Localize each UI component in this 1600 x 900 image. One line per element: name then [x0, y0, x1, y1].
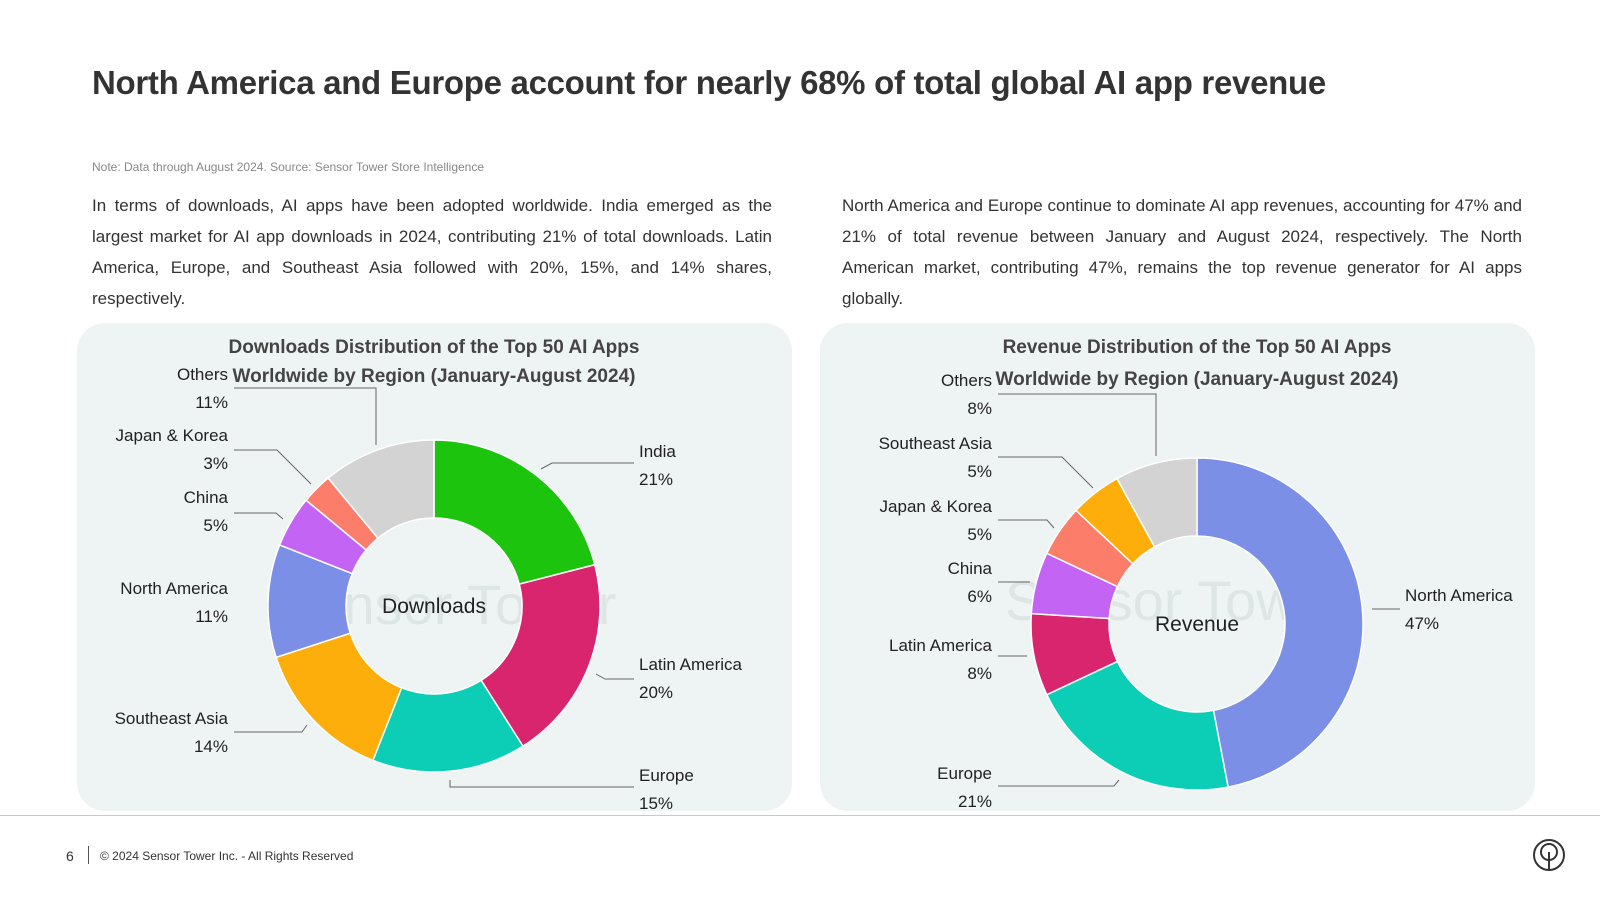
- revenue-value-china: 6%: [967, 587, 992, 606]
- revenue-leader-southeast-asia: [998, 456, 1094, 489]
- revenue-leader-europe: [998, 779, 1120, 787]
- downloads-leader-japan-and-korea: [234, 449, 312, 485]
- footer-divider: [0, 815, 1600, 816]
- downloads-label-japan-and-korea: Japan & Korea: [116, 426, 229, 445]
- revenue-slice-europe: [1045, 660, 1229, 791]
- downloads-label-latin-america: Latin America: [639, 655, 743, 674]
- revenue-label-southeast-asia: Southeast Asia: [879, 434, 993, 453]
- revenue-label-others: Others: [941, 371, 992, 390]
- downloads-slice-others: [327, 439, 435, 540]
- downloads-label-europe: Europe: [639, 766, 694, 785]
- downloads-value-china: 5%: [203, 516, 228, 535]
- sensor-tower-logo-icon: [1533, 839, 1565, 871]
- revenue-leader-japan-and-korea: [998, 519, 1055, 529]
- downloads-slice-latin-america: [480, 563, 601, 748]
- downloads-leader-latin-america: [595, 673, 634, 680]
- downloads-leader-china: [234, 512, 284, 520]
- revenue-value-southeast-asia: 5%: [967, 462, 992, 481]
- downloads-leader-others: [234, 387, 377, 445]
- page-title: North America and Europe account for nea…: [92, 64, 1326, 101]
- downloads-label-north-america: North America: [120, 579, 228, 598]
- revenue-label-north-america: North America: [1405, 586, 1513, 605]
- downloads-leader-europe: [449, 780, 634, 788]
- revenue-slice-others: [1116, 457, 1198, 548]
- copyright-text: © 2024 Sensor Tower Inc. - All Rights Re…: [100, 849, 354, 863]
- downloads-value-latin-america: 20%: [639, 683, 673, 702]
- downloads-value-europe: 15%: [639, 794, 673, 813]
- revenue-chart-title-line-2: Worldwide by Region (January-August 2024…: [996, 369, 1399, 390]
- revenue-value-others: 8%: [967, 399, 992, 418]
- revenue-label-latin-america: Latin America: [889, 636, 993, 655]
- revenue-label-china: China: [948, 559, 993, 578]
- downloads-paragraph: In terms of downloads, AI apps have been…: [92, 196, 772, 308]
- downloads-value-japan-and-korea: 3%: [203, 454, 228, 473]
- revenue-value-japan-and-korea: 5%: [967, 525, 992, 544]
- downloads-leader-southeast-asia: [234, 724, 308, 733]
- downloads-label-india: India: [639, 442, 676, 461]
- downloads-center-label: Downloads: [382, 595, 486, 618]
- revenue-value-north-america: 47%: [1405, 614, 1439, 633]
- downloads-value-southeast-asia: 14%: [194, 737, 228, 756]
- revenue-chart-title-line-1: Revenue Distribution of the Top 50 AI Ap…: [1003, 337, 1392, 358]
- source-note: Note: Data through August 2024. Source: …: [92, 160, 485, 174]
- revenue-value-latin-america: 8%: [967, 664, 992, 683]
- downloads-leader-india: [540, 462, 634, 470]
- downloads-label-others: Others: [177, 365, 228, 384]
- revenue-center-label: Revenue: [1155, 613, 1239, 636]
- downloads-label-china: China: [184, 488, 229, 507]
- downloads-value-india: 21%: [639, 470, 673, 489]
- downloads-value-north-america: 11%: [195, 607, 228, 626]
- downloads-chart-title-line-2: Worldwide by Region (January-August 2024…: [233, 366, 636, 387]
- revenue-label-japan-and-korea: Japan & Korea: [880, 497, 993, 516]
- revenue-label-europe: Europe: [937, 764, 992, 783]
- downloads-chart-title-line-1: Downloads Distribution of the Top 50 AI …: [229, 337, 640, 358]
- page-number: 6: [66, 848, 74, 864]
- revenue-value-europe: 21%: [958, 792, 992, 811]
- downloads-label-southeast-asia: Southeast Asia: [115, 709, 229, 728]
- revenue-paragraph: North America and Europe continue to dom…: [842, 196, 1522, 308]
- footer-separator: [88, 846, 89, 864]
- revenue-leader-others: [998, 393, 1157, 456]
- downloads-slice-india: [433, 439, 596, 586]
- revenue-slice-north-america: [1196, 457, 1364, 788]
- downloads-value-others: 11%: [195, 393, 228, 412]
